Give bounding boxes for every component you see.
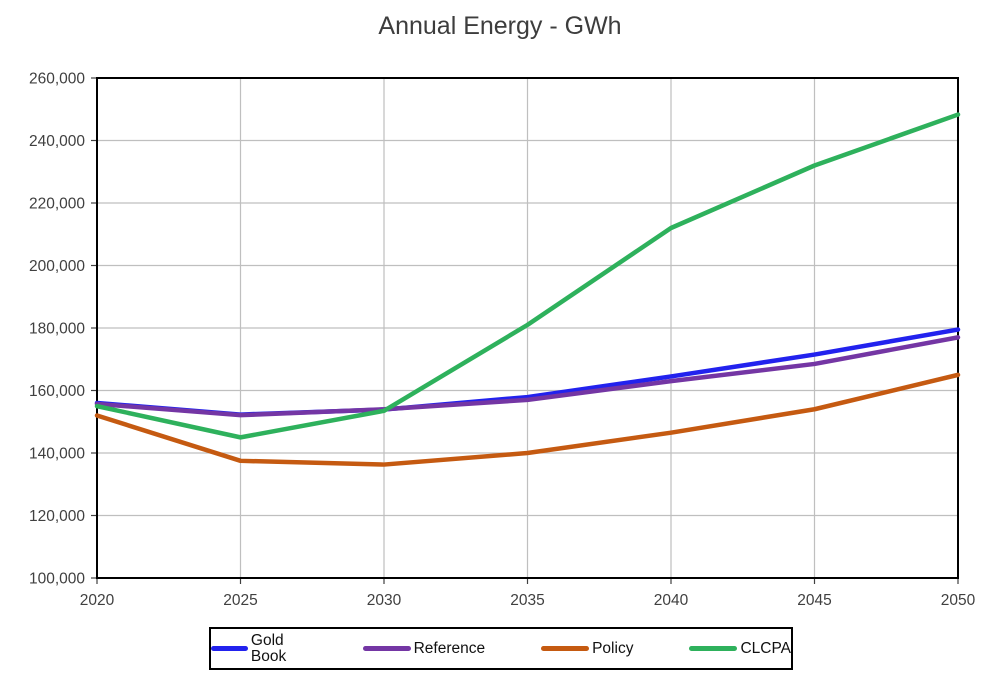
legend-label-reference: Reference [413, 639, 486, 657]
y-tick-label: 140,000 [29, 446, 85, 463]
y-tick-label: 180,000 [29, 321, 85, 338]
legend-swatch-clcpa-icon [689, 646, 738, 651]
y-tick-label: 260,000 [29, 71, 85, 88]
legend-label-clcpa: CLCPA [740, 639, 791, 657]
legend: Gold Book Reference Policy CLCPA [209, 627, 793, 670]
y-tick-label: 120,000 [29, 508, 85, 525]
y-tick-label: 240,000 [29, 133, 85, 150]
x-tick-label: 2020 [80, 592, 115, 609]
legend-swatch-policy-icon [541, 646, 590, 651]
x-tick-label: 2035 [510, 592, 544, 609]
x-tick-label: 2025 [223, 592, 257, 609]
series-line-policy [94, 372, 961, 467]
legend-label-policy: Policy [592, 639, 634, 657]
legend-item-policy[interactable]: Policy [541, 641, 633, 657]
x-tick-label: 2040 [654, 592, 689, 609]
x-tick-label: 2030 [367, 592, 402, 609]
series-line-reference [94, 335, 961, 418]
y-tick-label: 200,000 [29, 258, 85, 275]
x-tick-label: 2050 [941, 592, 976, 609]
legend-item-reference[interactable]: Reference [362, 639, 486, 657]
x-tick-label: 2045 [797, 592, 831, 609]
legend-item-clcpa[interactable]: CLCPA [689, 641, 791, 657]
chart-title: Annual Energy - GWh [378, 12, 622, 40]
legend-swatch-gold-book-icon [211, 646, 248, 651]
y-tick-label: 160,000 [29, 383, 85, 400]
legend-item-gold-book[interactable]: Gold Book [211, 633, 307, 664]
y-tick-label: 220,000 [29, 196, 85, 213]
y-tick-label: 100,000 [29, 571, 85, 588]
series-line-clcpa [94, 112, 961, 440]
legend-swatch-reference-icon [362, 646, 411, 651]
legend-label-gold-book: Gold Book [250, 632, 287, 665]
